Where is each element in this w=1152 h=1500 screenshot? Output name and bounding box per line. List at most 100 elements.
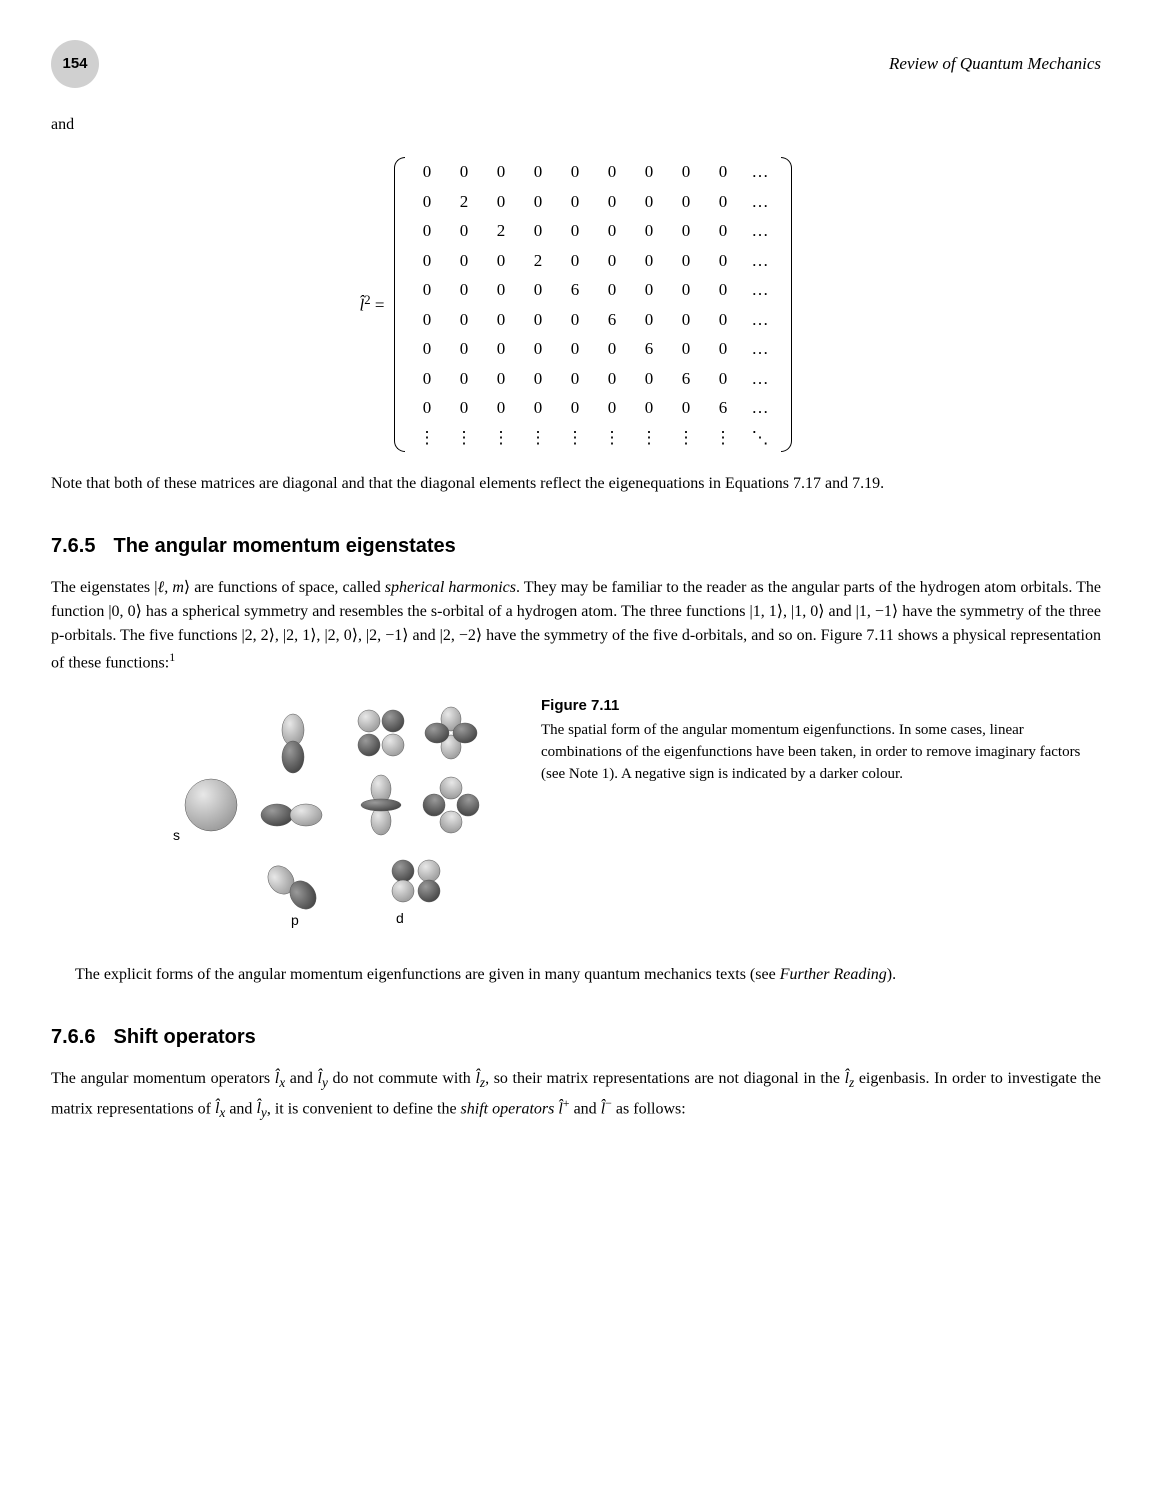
orbital-diagram: s p [141,695,521,935]
matrix-cell: … [741,305,778,335]
matrix-cell: 2 [519,246,556,276]
matrix-cell: 0 [556,364,593,394]
matrix-cell: 0 [704,334,741,364]
matrix-cell: 0 [482,275,519,305]
matrix-cell: 0 [445,364,482,394]
matrix-cell: 0 [667,157,704,187]
page-number-text: 154 [62,53,87,76]
matrix-cell: … [741,275,778,305]
matrix-cell: 0 [519,364,556,394]
label-p: p [291,912,299,928]
matrix-cell: 0 [593,157,630,187]
matrix-cell: 0 [667,246,704,276]
matrix-cell: 0 [556,393,593,423]
matrix-cell: 0 [519,157,556,187]
matrix-cell: 0 [704,364,741,394]
matrix-cell: ⋮ [408,423,445,453]
matrix-cell: 0 [445,246,482,276]
matrix-cell: 0 [667,334,704,364]
label-d: d [396,910,404,926]
matrix-cell: 0 [445,157,482,187]
matrix-cell: … [741,393,778,423]
matrix-cell: 0 [704,305,741,335]
matrix-cell: 0 [408,334,445,364]
matrix-table: 000000000…020000000…002000000…000200000…… [408,157,778,452]
matrix-equation: l̂2 = 000000000…020000000…002000000…0002… [51,157,1101,452]
section-765-heading: 7.6.5The angular momentum eigenstates [51,531,1101,561]
matrix-cell: 0 [630,216,667,246]
matrix-cell: 0 [445,275,482,305]
matrix-cell: ⋮ [519,423,556,453]
matrix-cell: 0 [704,157,741,187]
matrix-cell: 0 [556,334,593,364]
matrix-cell: 0 [556,305,593,335]
section-766-title: Shift operators [113,1026,255,1048]
matrix-cell: … [741,216,778,246]
matrix-cell: 0 [593,246,630,276]
matrix-cell: 0 [408,393,445,423]
matrix-cell: 0 [408,305,445,335]
matrix-cell: 0 [408,157,445,187]
matrix-cell: 0 [630,393,667,423]
label-s: s [173,827,180,843]
matrix-cell: 0 [593,364,630,394]
matrix-cell: 0 [593,334,630,364]
matrix-cell: 0 [408,275,445,305]
matrix-cell: 0 [667,216,704,246]
matrix-cell: 0 [630,305,667,335]
matrix-cell: 0 [667,305,704,335]
page-number-badge: 154 [51,40,99,88]
matrix-cell: … [741,364,778,394]
matrix-cell: 0 [482,364,519,394]
matrix-cell: 0 [482,246,519,276]
matrix-cell: 0 [630,187,667,217]
figure-caption-text: The spatial form of the angular momentum… [541,722,1080,782]
section-766-heading: 7.6.6Shift operators [51,1022,1101,1052]
matrix-body: 000000000…020000000…002000000…000200000…… [394,157,792,452]
figure-label: Figure 7.11 [541,695,1101,717]
section-765-title: The angular momentum eigenstates [113,535,455,557]
matrix-cell: ⋮ [630,423,667,453]
matrix-cell: 0 [556,246,593,276]
matrix-cell: 0 [556,157,593,187]
figure-711: s p [51,695,1101,943]
para-note: Note that both of these matrices are dia… [51,472,1101,496]
matrix-cell: 2 [445,187,482,217]
matrix-cell: 0 [408,187,445,217]
matrix-cell: 0 [519,187,556,217]
matrix-cell: 0 [630,364,667,394]
matrix-cell: … [741,334,778,364]
matrix-cell: 0 [445,305,482,335]
matrix-cell: ⋮ [482,423,519,453]
matrix-cell: 0 [593,275,630,305]
matrix-cell: 0 [667,393,704,423]
matrix-cell: 6 [556,275,593,305]
matrix-cell: 0 [667,187,704,217]
matrix-cell: 0 [704,275,741,305]
matrix-cell: 0 [593,216,630,246]
matrix-cell: 0 [482,393,519,423]
figure-image: s p [141,695,521,943]
matrix-cell: 0 [630,157,667,187]
matrix-cell: 0 [408,216,445,246]
matrix-cell: ⋮ [556,423,593,453]
figure-caption: Figure 7.11 The spatial form of the angu… [541,695,1101,785]
matrix-cell: 0 [482,305,519,335]
matrix-cell: 0 [556,187,593,217]
matrix-lhs: l̂2 = [360,291,385,318]
matrix-cell: 0 [445,393,482,423]
page-header: 154 Review of Quantum Mechanics [51,40,1101,88]
matrix-cell: 0 [593,187,630,217]
matrix-cell: 0 [482,334,519,364]
matrix-cell: 0 [408,364,445,394]
para-shift: The angular momentum operators l̂x and l… [51,1067,1101,1123]
matrix-cell: 0 [704,187,741,217]
matrix-cell: 2 [482,216,519,246]
matrix-cell: ⋮ [593,423,630,453]
matrix-cell: … [741,246,778,276]
para-and: and [51,113,1101,137]
matrix-cell: 0 [408,246,445,276]
matrix-cell: 0 [519,393,556,423]
matrix-cell: 0 [519,305,556,335]
matrix-cell: 0 [593,393,630,423]
